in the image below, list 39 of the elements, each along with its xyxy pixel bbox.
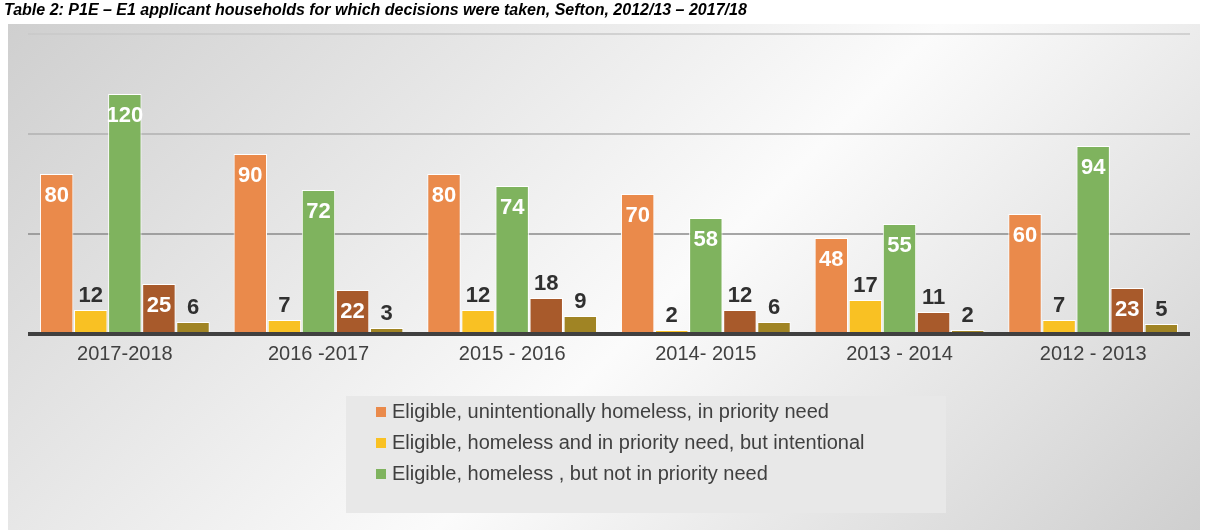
data-label: 72 bbox=[306, 198, 331, 224]
data-label: 6 bbox=[767, 294, 781, 320]
data-label: 12 bbox=[78, 282, 103, 308]
data-label: 17 bbox=[853, 272, 878, 298]
data-label: 5 bbox=[1155, 296, 1168, 322]
data-label: 2 bbox=[665, 302, 678, 328]
chart-title: Table 2: P1E – E1 applicant households for which decisions were taken, Sefton, 2012/13 – 2017/18 bbox=[3, 0, 748, 20]
data-label: 94 bbox=[1080, 154, 1107, 180]
data-label: 9 bbox=[574, 288, 587, 314]
x-tick-label: 2012 - 2013 bbox=[1039, 341, 1147, 364]
x-tick-label: 2017-2018 bbox=[77, 341, 173, 364]
data-label: 22 bbox=[340, 298, 365, 324]
legend-label: Eligible, homeless , but not in priority need bbox=[392, 462, 768, 485]
x-tick-label: 2016 -2017 bbox=[267, 341, 370, 364]
data-label: 3 bbox=[380, 300, 393, 326]
x-tick-label: 2015 - 2016 bbox=[458, 341, 566, 364]
data-label: 7 bbox=[278, 292, 291, 318]
data-label: 70 bbox=[625, 202, 650, 228]
x-tick-label: 2013 - 2014 bbox=[846, 341, 953, 364]
data-label: 12 bbox=[465, 282, 491, 308]
data-label: 60 bbox=[1012, 222, 1038, 248]
data-label: 48 bbox=[819, 246, 844, 272]
data-label: 25 bbox=[146, 292, 172, 318]
data-label: 6 bbox=[186, 294, 200, 320]
data-label: 80 bbox=[431, 182, 457, 208]
data-label: 12 bbox=[727, 282, 753, 308]
data-label: 80 bbox=[44, 182, 69, 208]
data-label: 11 bbox=[921, 284, 946, 310]
legend-label: Eligible, homeless and in priority need, but intentional bbox=[392, 431, 865, 454]
x-tick-label: 2014- 2015 bbox=[655, 341, 757, 364]
data-label: 58 bbox=[693, 226, 719, 252]
legend-label: Eligible, unintentionally homeless, in priority need bbox=[392, 400, 829, 423]
data-label: 74 bbox=[499, 194, 526, 220]
data-label: 23 bbox=[1115, 296, 1140, 322]
data-label: 90 bbox=[238, 162, 263, 188]
data-label: 2 bbox=[961, 302, 974, 328]
data-label: 18 bbox=[534, 270, 559, 296]
data-label: 7 bbox=[1052, 292, 1066, 318]
data-label: 55 bbox=[887, 232, 912, 258]
